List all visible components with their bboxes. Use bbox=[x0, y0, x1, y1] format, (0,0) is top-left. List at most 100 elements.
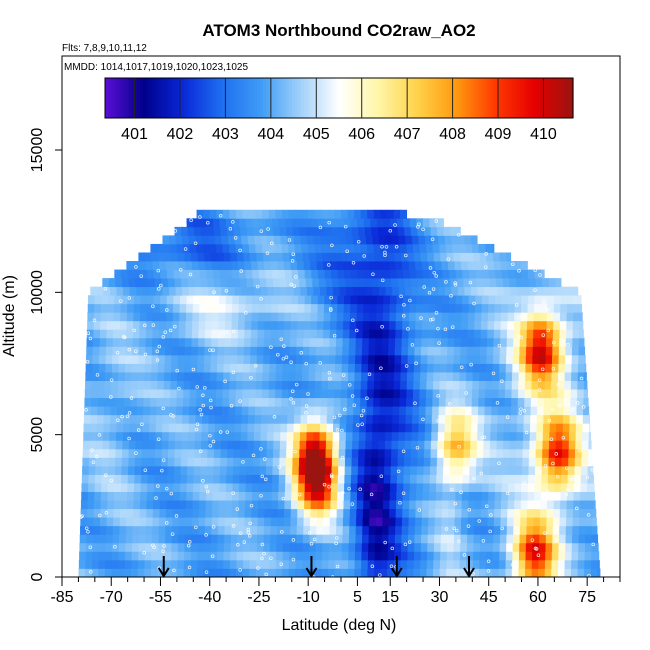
heat-cell bbox=[92, 354, 100, 364]
sample-point bbox=[208, 443, 213, 448]
heat-cell bbox=[575, 431, 583, 441]
heat-cell bbox=[229, 243, 237, 253]
heat-cell bbox=[317, 303, 325, 313]
heat-cell bbox=[240, 431, 248, 441]
sample-point bbox=[260, 542, 265, 547]
sample-point bbox=[406, 327, 410, 331]
heat-cell bbox=[170, 559, 178, 569]
heat-cell bbox=[150, 380, 158, 390]
heat-cell bbox=[375, 337, 383, 347]
heat-cell bbox=[435, 320, 443, 330]
heat-cell bbox=[333, 397, 341, 407]
heat-cell bbox=[293, 431, 301, 441]
sample-point bbox=[459, 490, 463, 494]
colorbar-swatch bbox=[292, 78, 296, 118]
heat-cell bbox=[393, 380, 401, 390]
heat-cell bbox=[193, 483, 201, 492]
sample-point bbox=[290, 389, 295, 393]
heat-cell bbox=[330, 483, 338, 492]
heat-cell bbox=[551, 372, 559, 381]
sample-point bbox=[259, 493, 263, 498]
heat-cell bbox=[132, 337, 140, 347]
heat-cell bbox=[407, 542, 415, 552]
heat-cell bbox=[506, 346, 514, 356]
heat-cell bbox=[282, 252, 290, 262]
heat-cell bbox=[152, 525, 160, 535]
heat-cell bbox=[203, 209, 211, 219]
heat-cell bbox=[112, 346, 120, 356]
heat-cell bbox=[143, 406, 151, 416]
heat-cell bbox=[259, 474, 267, 484]
heat-cell bbox=[536, 423, 544, 433]
heat-cell bbox=[298, 483, 306, 492]
sample-point bbox=[265, 251, 270, 256]
heat-cell bbox=[441, 525, 449, 535]
heat-cell bbox=[577, 380, 585, 390]
heat-cell bbox=[417, 457, 425, 467]
heat-cell bbox=[542, 278, 550, 288]
colorbar-swatch bbox=[476, 78, 480, 118]
colorbar-swatch bbox=[195, 78, 200, 118]
colorbar-swatch bbox=[488, 78, 492, 118]
heat-cell bbox=[577, 559, 585, 569]
heat-cell bbox=[562, 286, 570, 296]
heat-cell bbox=[193, 465, 201, 475]
sample-point bbox=[466, 524, 471, 528]
heat-cell bbox=[453, 363, 461, 373]
heat-cell bbox=[298, 269, 306, 279]
heat-cell bbox=[264, 303, 272, 313]
heat-cell bbox=[371, 226, 379, 236]
heat-cell bbox=[185, 337, 192, 347]
heat-cell bbox=[107, 303, 115, 313]
heat-cell bbox=[275, 380, 283, 390]
heat-cell bbox=[555, 431, 563, 441]
heat-cell bbox=[560, 303, 568, 313]
heat-cell bbox=[111, 551, 119, 561]
heat-cell bbox=[354, 363, 362, 373]
heat-cell bbox=[246, 278, 254, 288]
heat-cell bbox=[383, 295, 391, 305]
heat-cell bbox=[587, 465, 594, 475]
sample-point bbox=[142, 551, 146, 555]
x-tick-label: 30 bbox=[431, 589, 449, 606]
sample-point bbox=[399, 294, 403, 299]
heat-cell bbox=[250, 525, 258, 535]
heat-cell bbox=[337, 269, 345, 279]
sample-point bbox=[522, 480, 526, 485]
heat-cell bbox=[169, 406, 177, 416]
heat-cell bbox=[587, 483, 594, 492]
heat-cell bbox=[493, 329, 501, 339]
heat-cell bbox=[221, 235, 229, 245]
colorbar-swatch bbox=[520, 78, 524, 118]
heat-cell bbox=[581, 457, 589, 467]
heat-cell bbox=[473, 551, 480, 561]
sample-point bbox=[410, 343, 415, 347]
heat-cell bbox=[527, 269, 535, 279]
heat-cell bbox=[379, 406, 387, 416]
heat-cell bbox=[187, 457, 195, 467]
sample-point bbox=[170, 532, 175, 536]
heat-cell bbox=[597, 551, 600, 561]
heat-cell bbox=[116, 431, 124, 441]
x-tick-label: -85 bbox=[50, 589, 73, 606]
heat-cell bbox=[499, 252, 507, 262]
heat-cell bbox=[418, 431, 426, 441]
heat-cell bbox=[257, 329, 265, 339]
heat-cell bbox=[114, 465, 122, 475]
colorbar-swatch bbox=[189, 78, 194, 118]
sample-point bbox=[495, 401, 500, 405]
heat-cell bbox=[152, 329, 160, 339]
heat-cell bbox=[411, 286, 419, 296]
heat-cell bbox=[543, 286, 551, 296]
sample-point bbox=[514, 303, 519, 307]
heat-cell bbox=[275, 243, 283, 253]
sample-point bbox=[85, 359, 90, 364]
heat-cell bbox=[233, 440, 241, 450]
heat-cell bbox=[251, 508, 259, 518]
heat-cell bbox=[359, 431, 366, 441]
heat-cell bbox=[408, 329, 416, 339]
heat-cell bbox=[437, 440, 445, 450]
heat-cell bbox=[493, 337, 501, 347]
heat-cell bbox=[577, 389, 585, 399]
heat-cell bbox=[109, 286, 117, 296]
